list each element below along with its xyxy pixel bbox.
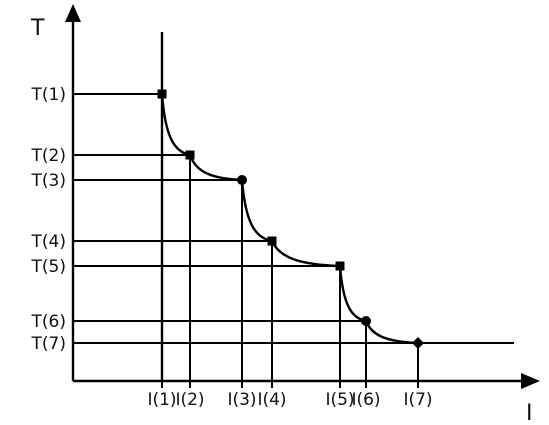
x-axis-label: I <box>526 401 533 425</box>
t-label-7: T(7) <box>31 334 66 354</box>
i-label-3: I(3) <box>227 390 256 410</box>
circle-marker-3 <box>237 175 247 185</box>
i-label-2: I(2) <box>175 390 204 410</box>
y-axis-label: T <box>30 16 45 41</box>
point-markers <box>157 89 424 349</box>
circle-marker-6 <box>361 316 371 326</box>
square-marker-2 <box>185 150 195 160</box>
i-label-6: I(6) <box>351 390 380 410</box>
t-label-3: T(3) <box>31 171 66 191</box>
axes <box>65 4 540 389</box>
diamond-marker-7 <box>412 337 424 349</box>
t-label-2: T(2) <box>31 146 66 166</box>
square-marker-5 <box>335 261 345 271</box>
t-label-4: T(4) <box>31 232 66 252</box>
curve <box>160 93 419 345</box>
square-marker-1 <box>157 89 167 99</box>
square-marker-4 <box>267 236 277 246</box>
t-label-6: T(6) <box>31 312 66 332</box>
i-label-5: I(5) <box>325 390 354 410</box>
x-axis-arrowhead <box>521 373 540 389</box>
guide-lines <box>73 93 419 388</box>
t-label-5: T(5) <box>31 257 66 277</box>
i-label-4: I(4) <box>257 390 286 410</box>
tick-labels: T(1) I(1) T(2) I(2) T(3) I(3) T(4) I(4) T(5) I(5)… <box>31 85 433 410</box>
i-label-7: I(7) <box>403 390 432 410</box>
y-axis-arrowhead <box>65 4 81 22</box>
i-label-1: I(1) <box>147 390 176 410</box>
t-label-1: T(1) <box>31 85 66 105</box>
